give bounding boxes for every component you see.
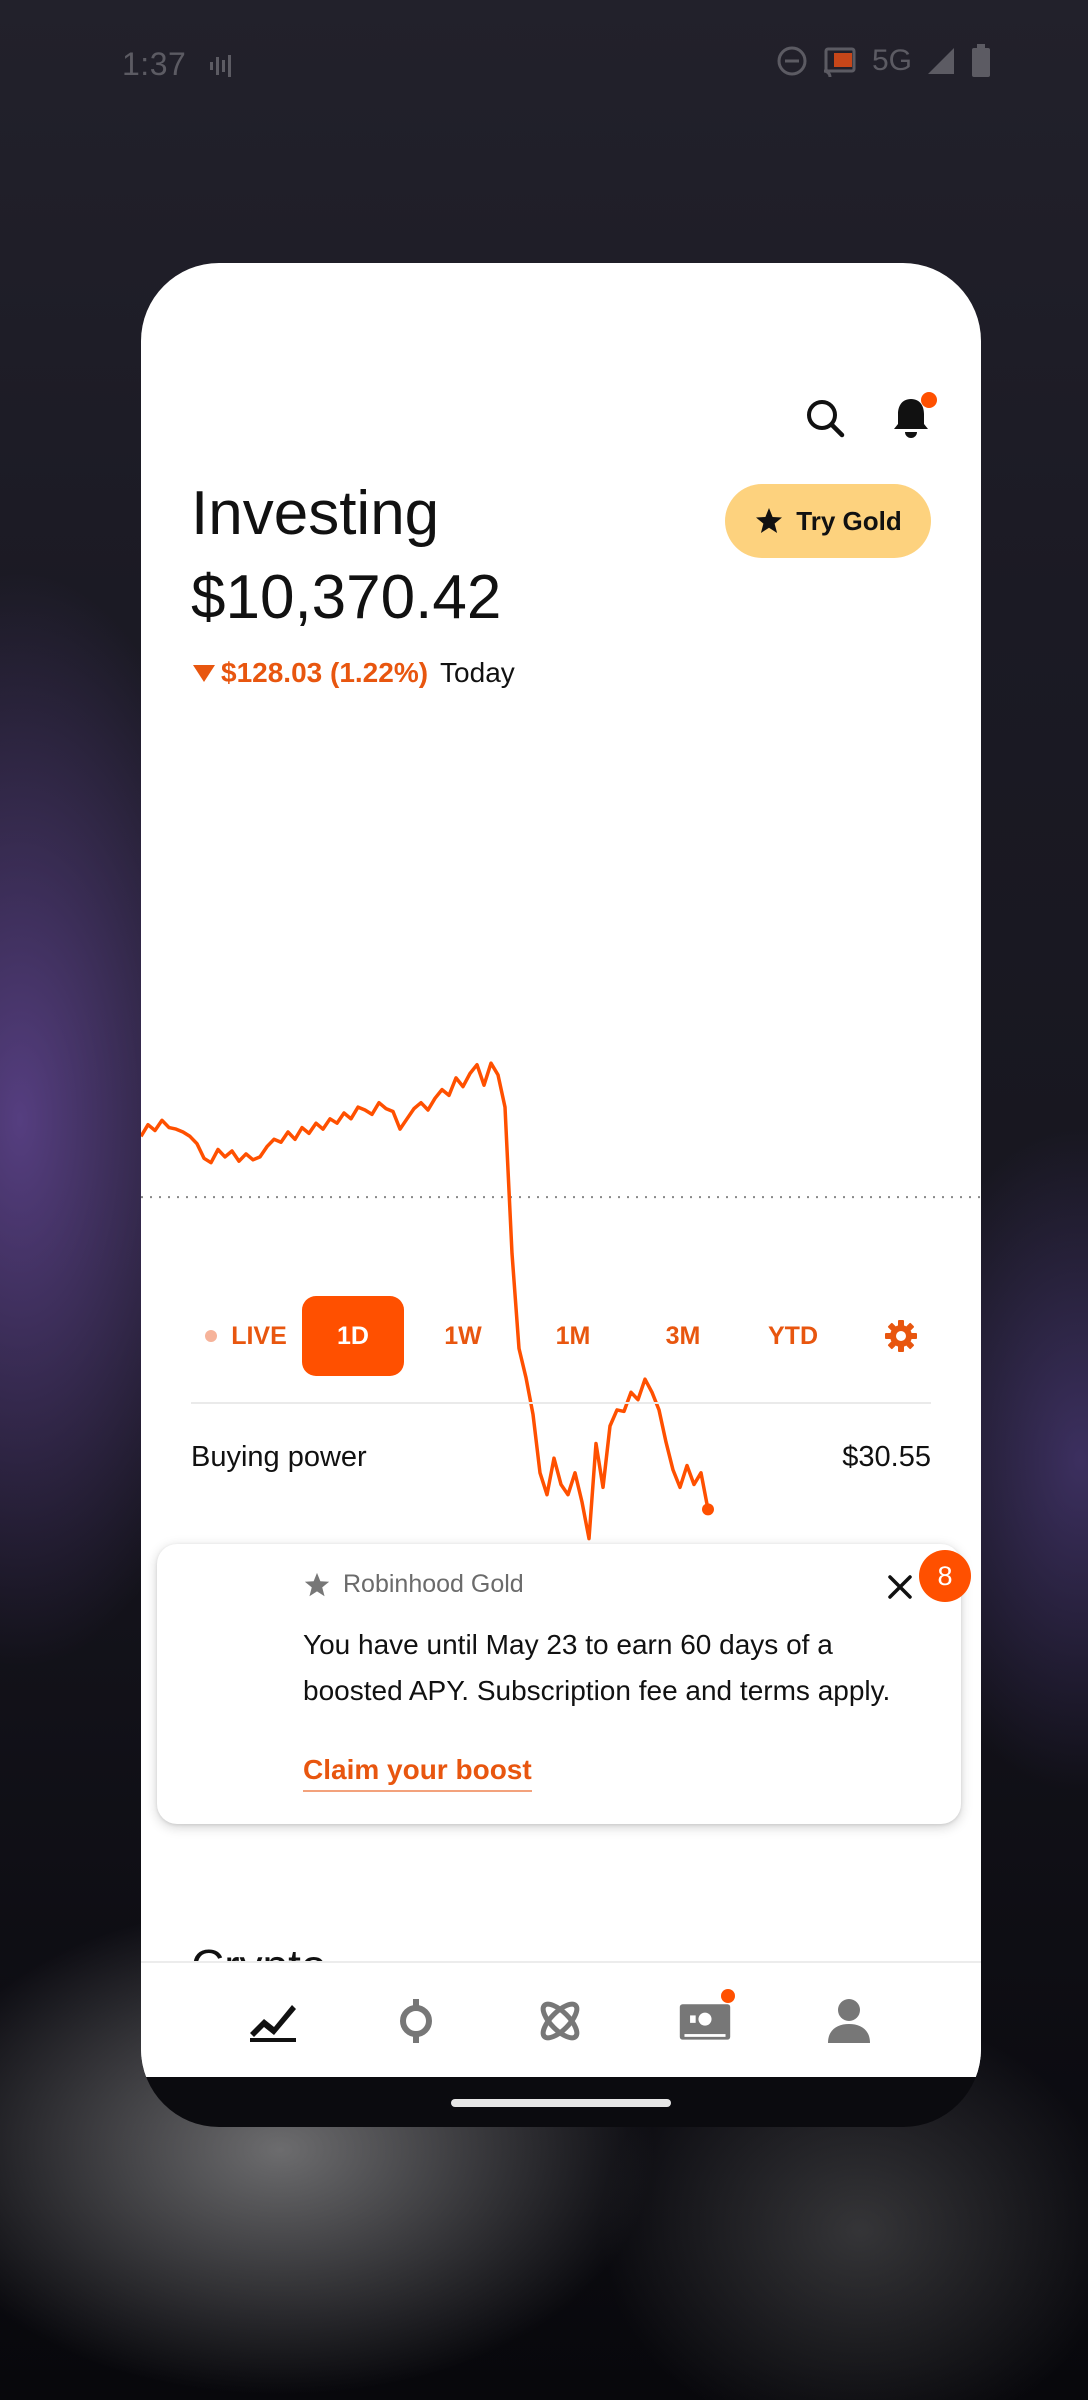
range-label: 1W [444, 1321, 482, 1350]
close-icon [888, 1575, 912, 1599]
range-3m[interactable]: 3M [632, 1296, 734, 1376]
investing-icon [250, 2005, 296, 2042]
buying-power-row[interactable]: Buying power $30.55 [191, 1441, 931, 1474]
star-icon [304, 1572, 330, 1596]
spending-icon [679, 2004, 731, 2040]
range-1d[interactable]: 1D [302, 1296, 404, 1376]
promo-source: Robinhood Gold [343, 1570, 524, 1598]
notification-dot [921, 392, 937, 408]
range-label: 1M [555, 1321, 591, 1350]
range-label: 1D [337, 1321, 369, 1350]
star-icon [756, 508, 783, 533]
spending-notification-dot [721, 1989, 735, 2003]
promo-header: Robinhood Gold [303, 1570, 524, 1599]
try-gold-label: Try Gold [796, 505, 902, 536]
range-1m[interactable]: 1M [522, 1296, 624, 1376]
change-period: Today [440, 657, 515, 688]
promo-count-badge: 8 [919, 1550, 971, 1602]
search-button[interactable] [803, 396, 847, 440]
range-label: YTD [768, 1321, 818, 1350]
promo-message: You have until May 23 to earn 60 days of… [303, 1629, 891, 1706]
bottom-nav [141, 1961, 981, 2077]
buying-power-label: Buying power [191, 1441, 367, 1473]
voice-activity-icon [210, 55, 231, 77]
crypto-icon [540, 2001, 580, 2041]
nav-account[interactable] [821, 1993, 877, 2049]
cast-icon [823, 47, 856, 77]
series-line [141, 1061, 710, 1541]
home-indicator [451, 2099, 671, 2107]
try-gold-button[interactable]: Try Gold [725, 484, 931, 558]
nav-retirement[interactable] [388, 1993, 444, 2049]
gold-promo-card: Robinhood Gold You have until May 23 to … [157, 1544, 971, 1824]
account-icon [828, 1999, 870, 2043]
change-amount: $128.03 (1.22%) [221, 657, 429, 688]
portfolio-chart[interactable] [141, 983, 981, 1563]
page-title: Investing [191, 479, 440, 548]
signal-icon [928, 48, 954, 74]
retirement-icon [400, 1999, 432, 2043]
status-icons: 5G [776, 44, 992, 78]
search-icon [807, 400, 845, 438]
range-live[interactable]: LIVE [191, 1296, 301, 1376]
buying-power-value: $30.55 [842, 1441, 931, 1473]
promo-close-button[interactable] [881, 1568, 919, 1606]
network-type: 5G [871, 44, 912, 77]
app-screen: Investing $10,370.42 $128.03 (1.22%) Tod… [141, 263, 981, 2077]
notifications-button[interactable] [889, 392, 937, 440]
app-window: Investing $10,370.42 $128.03 (1.22%) Tod… [141, 263, 981, 2127]
range-selector: LIVE 1D 1W 1M 3M YTD [191, 1296, 931, 1376]
range-label: LIVE [231, 1321, 287, 1350]
status-bar: 1:37 5G [0, 0, 1088, 130]
claim-boost-link[interactable]: Claim your boost [303, 1754, 532, 1792]
current-point [702, 1503, 714, 1516]
chart-settings-button[interactable] [871, 1296, 931, 1376]
gear-icon [885, 1320, 917, 1352]
section-divider [191, 1402, 931, 1404]
bell-icon [894, 399, 928, 438]
down-arrow-icon [193, 665, 215, 682]
nav-investing[interactable] [245, 1993, 301, 2049]
do-not-disturb-icon [777, 46, 807, 76]
portfolio-change: $128.03 (1.22%) Today [191, 659, 515, 687]
portfolio-value: $10,370.42 [191, 563, 502, 632]
live-dot [205, 1330, 218, 1342]
status-time: 1:37 [122, 46, 187, 82]
nav-spending[interactable] [677, 1989, 735, 2049]
top-actions [803, 392, 937, 440]
range-label: 3M [665, 1321, 701, 1350]
range-ytd[interactable]: YTD [742, 1296, 844, 1376]
range-1w[interactable]: 1W [412, 1296, 514, 1376]
battery-icon [972, 44, 990, 77]
nav-crypto[interactable] [532, 1993, 588, 2049]
